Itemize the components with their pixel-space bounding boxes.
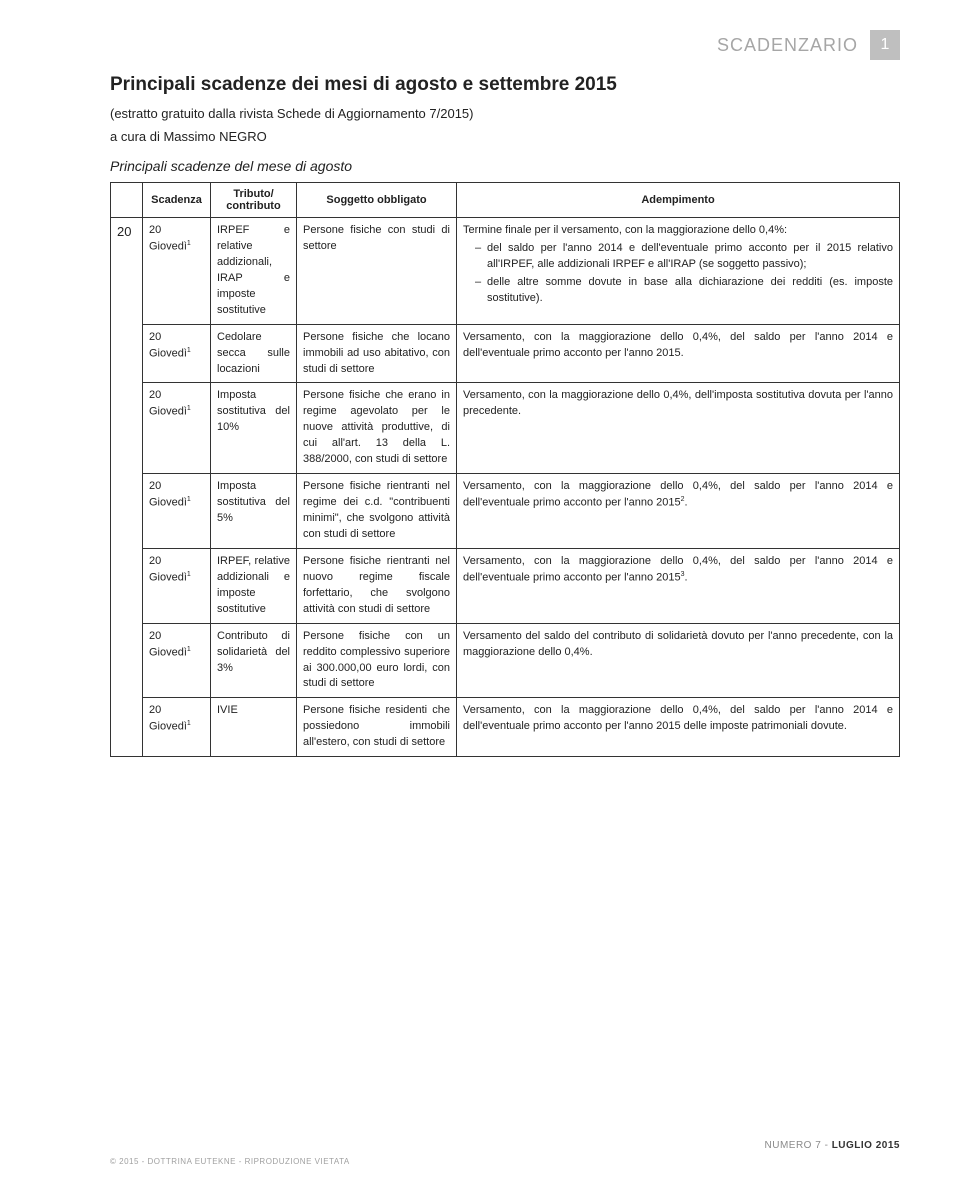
page-title: Principali scadenze dei mesi di agosto e… <box>110 74 900 96</box>
footer-issue: NUMERO 7 - LUGLIO 2015 <box>110 1140 900 1151</box>
footer-copyright: © 2015 - DOTTRINA EUTEKNE - RIPRODUZIONE… <box>110 1157 900 1166</box>
tributo-cell: IRPEF, relative addizionali e imposte so… <box>211 548 297 623</box>
adempimento-cell: Versamento, con la maggiorazione dello 0… <box>457 548 900 623</box>
group-day-cell: 20 <box>111 218 143 757</box>
col-scadenza: Scadenza <box>143 183 211 218</box>
adempimento-cell: Termine finale per il versamento, con la… <box>457 218 900 325</box>
col-tributo: Tributo/ contributo <box>211 183 297 218</box>
header-bar: SCADENZARIO 1 <box>110 30 900 60</box>
col-soggetto: Soggetto obbligato <box>297 183 457 218</box>
scadenza-cell: 20Giovedì1 <box>143 623 211 698</box>
table-row: 20Giovedì1IRPEF, relative addizionali e … <box>111 548 900 623</box>
tributo-cell: IVIE <box>211 698 297 757</box>
issue-month: LUGLIO 2015 <box>832 1140 900 1151</box>
tributo-cell: IRPEF e relative addizionali, IRAP e imp… <box>211 218 297 325</box>
scadenza-cell: 20Giovedì1 <box>143 548 211 623</box>
scadenza-cell: 20Giovedì1 <box>143 218 211 325</box>
page-number-box: 1 <box>870 30 900 60</box>
table-row: 2020Giovedì1IRPEF e relative addizionali… <box>111 218 900 325</box>
table-row: 20Giovedì1Cedolare secca sulle locazioni… <box>111 324 900 383</box>
adempimento-cell: Versamento, con la maggiorazione dello 0… <box>457 698 900 757</box>
tributo-cell: Contributo di solidarietà del 3% <box>211 623 297 698</box>
table-row: 20Giovedì1Imposta sostitutiva del 10%Per… <box>111 383 900 474</box>
scadenza-cell: 20Giovedì1 <box>143 474 211 549</box>
soggetto-cell: Persone fisiche con un reddito complessi… <box>297 623 457 698</box>
issue-label: NUMERO 7 - <box>765 1140 832 1151</box>
scadenze-table: Scadenza Tributo/ contributo Soggetto ob… <box>110 182 900 757</box>
table-row: 20Giovedì1IVIEPersone fisiche residenti … <box>111 698 900 757</box>
scadenza-cell: 20Giovedì1 <box>143 324 211 383</box>
soggetto-cell: Persone fisiche con studi di settore <box>297 218 457 325</box>
table-row: 20Giovedì1Contributo di solidarietà del … <box>111 623 900 698</box>
footer: NUMERO 7 - LUGLIO 2015 © 2015 - DOTTRINA… <box>110 1140 900 1166</box>
soggetto-cell: Persone fisiche rientranti nel nuovo reg… <box>297 548 457 623</box>
tributo-cell: Imposta sostitutiva del 10% <box>211 383 297 474</box>
tributo-cell: Imposta sostitutiva del 5% <box>211 474 297 549</box>
soggetto-cell: Persone fisiche che locano immobili ad u… <box>297 324 457 383</box>
col-adempimento: Adempimento <box>457 183 900 218</box>
adempimento-cell: Versamento, con la maggiorazione dello 0… <box>457 324 900 383</box>
tributo-cell: Cedolare secca sulle locazioni <box>211 324 297 383</box>
soggetto-cell: Persone fisiche che erano in regime agev… <box>297 383 457 474</box>
col-blank <box>111 183 143 218</box>
author-line: a cura di Massimo NEGRO <box>110 129 900 144</box>
subtitle: (estratto gratuito dalla rivista Schede … <box>110 106 900 121</box>
adempimento-cell: Versamento, con la maggiorazione dello 0… <box>457 474 900 549</box>
scadenza-cell: 20Giovedì1 <box>143 383 211 474</box>
soggetto-cell: Persone fisiche residenti che possiedono… <box>297 698 457 757</box>
scadenza-cell: 20Giovedì1 <box>143 698 211 757</box>
section-heading: Principali scadenze del mese di agosto <box>110 158 900 174</box>
adempimento-cell: Versamento, con la maggiorazione dello 0… <box>457 383 900 474</box>
adempimento-cell: Versamento del saldo del contributo di s… <box>457 623 900 698</box>
soggetto-cell: Persone fisiche rientranti nel regime de… <box>297 474 457 549</box>
header-label: SCADENZARIO <box>717 35 858 56</box>
table-row: 20Giovedì1Imposta sostitutiva del 5%Pers… <box>111 474 900 549</box>
